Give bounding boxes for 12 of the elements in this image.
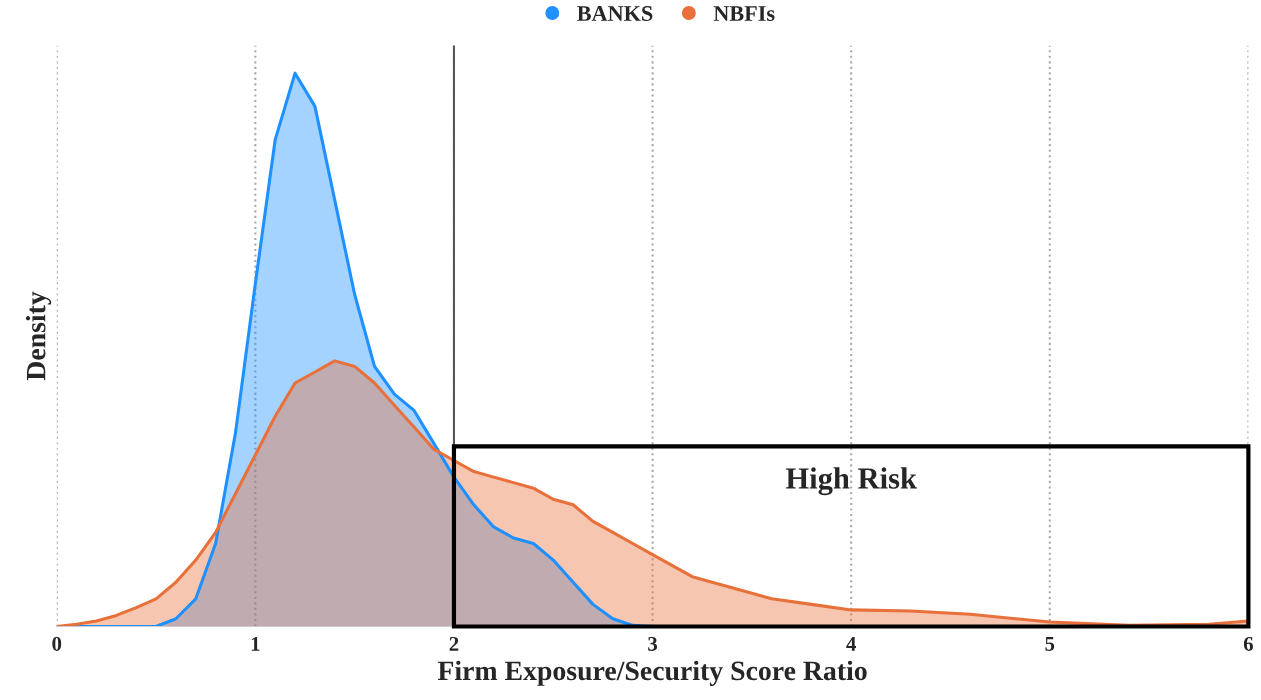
x-tick-label: 0: [52, 636, 62, 651]
y-axis-title: Density: [25, 291, 52, 381]
x-tick-label: 2: [449, 636, 459, 651]
legend-label: NBFIs: [713, 6, 775, 21]
x-tick-label: 3: [648, 636, 658, 651]
x-tick-label: 5: [1045, 637, 1055, 651]
annotation: High Risk: [785, 467, 917, 496]
x-tick-label: 6: [1243, 636, 1253, 651]
x-tick-label: 4: [846, 636, 856, 651]
x-tick-label: 1: [251, 636, 260, 651]
x-axis-title: Firm Exposure/Security Score Ratio: [437, 660, 867, 686]
legend-label: BANKS: [577, 6, 653, 21]
